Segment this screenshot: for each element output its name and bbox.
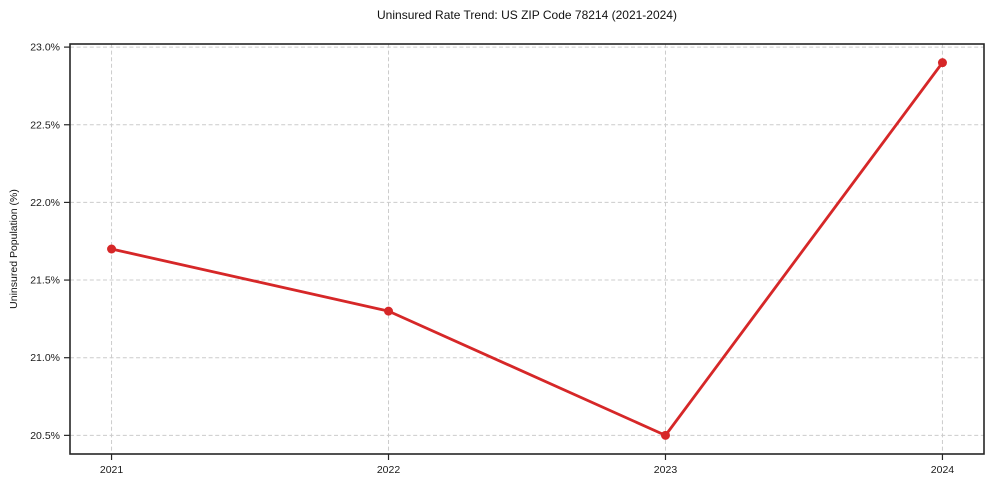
y-tick-label: 21.0% xyxy=(30,352,60,364)
y-tick-label: 22.0% xyxy=(30,197,60,209)
data-point-marker xyxy=(660,430,670,440)
chart-title: Uninsured Rate Trend: US ZIP Code 78214 … xyxy=(377,8,677,22)
y-axis-label: Uninsured Population (%) xyxy=(8,189,20,309)
data-point-marker xyxy=(107,244,117,254)
x-tick-label: 2022 xyxy=(377,464,401,476)
data-point-marker xyxy=(937,58,947,68)
x-tick-label: 2021 xyxy=(100,464,124,476)
data-point-marker xyxy=(384,306,394,316)
y-tick-label: 21.5% xyxy=(30,275,60,287)
trend-line xyxy=(110,61,944,437)
y-tick-label: 22.5% xyxy=(30,119,60,131)
x-tick-label: 2024 xyxy=(931,464,955,476)
y-tick-label: 20.5% xyxy=(30,430,60,442)
x-tick-label: 2023 xyxy=(654,464,678,476)
plot-frame xyxy=(69,43,985,455)
y-tick-label: 23.0% xyxy=(30,42,60,54)
